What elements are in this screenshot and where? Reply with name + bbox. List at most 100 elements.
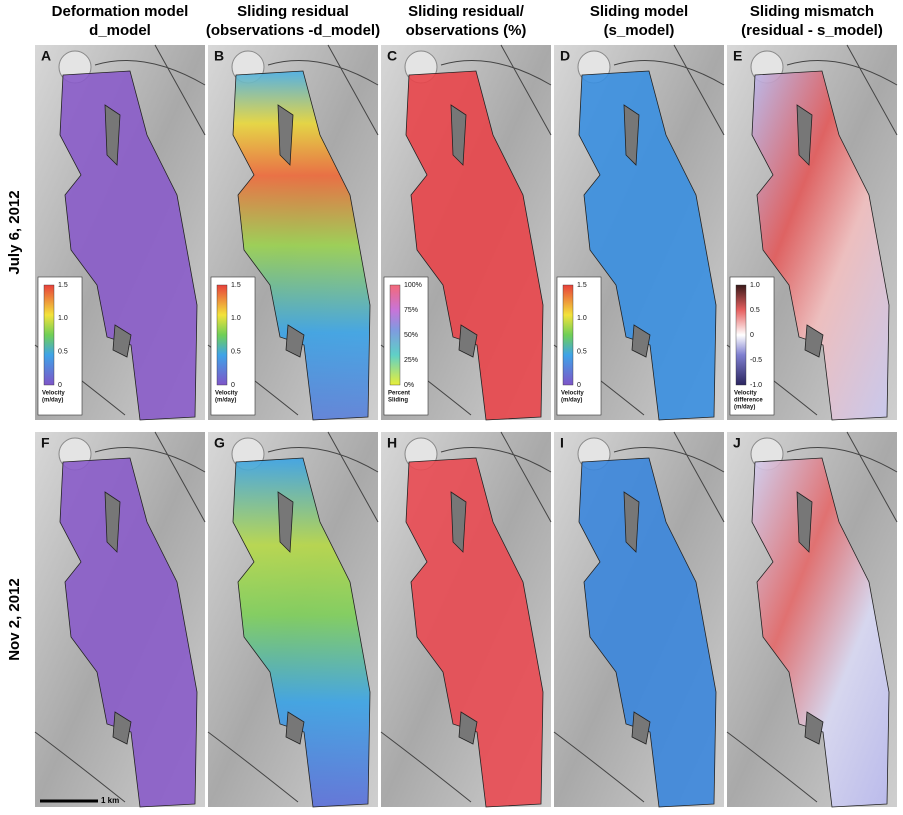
- column-title: Sliding model: [590, 3, 688, 20]
- nunatak: [277, 491, 305, 745]
- nunatak: [450, 104, 478, 358]
- nunatak: [104, 104, 132, 358]
- map-panel: E 1.0 0.5 0 -0.5 -1.0 Velocitydifference(m/day…: [726, 44, 898, 421]
- column-title: (residual - s_model): [741, 22, 883, 39]
- map-panel: A 1.5 1.0 0.5 0 Velocity(m/day): [34, 44, 206, 421]
- colorbar: 1.5 1.0 0.5 0 Velocity(m/day): [556, 276, 602, 416]
- colorbar-tick: 0%: [404, 382, 414, 389]
- panel-letter: G: [214, 435, 225, 451]
- column-title: Deformation model: [52, 3, 189, 20]
- nunatak: [450, 491, 478, 745]
- colorbar-label: Sliding: [388, 398, 408, 404]
- colorbar-ramp: [43, 284, 55, 386]
- row-label: Nov 2, 2012: [6, 578, 23, 661]
- panel-letter: H: [387, 435, 397, 451]
- colorbar-tick: 50%: [404, 332, 418, 339]
- map-panel: G: [207, 431, 379, 808]
- colorbar-ramp: [735, 284, 747, 386]
- ridge-lines: [207, 431, 379, 803]
- glacier: [578, 457, 717, 808]
- panel-letter: A: [41, 48, 51, 64]
- panel-letter: B: [214, 48, 224, 64]
- nunatak: [623, 491, 651, 745]
- colorbar-tick: 1.0: [750, 282, 760, 289]
- map-panel: J: [726, 431, 898, 808]
- colorbar-tick: 1.5: [231, 282, 241, 289]
- glacier: [578, 70, 717, 421]
- colorbar-tick: 1.0: [58, 315, 68, 322]
- column-title: d_model: [89, 22, 151, 39]
- ridge-lines: [726, 431, 898, 803]
- row-label: July 6, 2012: [6, 190, 23, 274]
- map-panel: H: [380, 431, 552, 808]
- glacier: [751, 70, 890, 421]
- colorbar-tick: 0: [750, 332, 754, 339]
- colorbar-tick: 75%: [404, 307, 418, 314]
- colorbar-tick: -0.5: [750, 357, 762, 364]
- colorbar-tick: 0: [231, 382, 235, 389]
- colorbar-tick: 0: [58, 382, 62, 389]
- column-title: Sliding residual: [237, 3, 349, 20]
- colorbar-tick: 100%: [404, 282, 422, 289]
- glacier: [405, 457, 544, 808]
- map-panel: I: [553, 431, 725, 808]
- ridge-lines: [553, 431, 725, 803]
- colorbar-tick: 1.0: [577, 315, 587, 322]
- panel-letter: D: [560, 48, 570, 64]
- glacier: [59, 70, 198, 421]
- column-title: Sliding residual/: [408, 3, 525, 20]
- colorbar-label: Velocity: [215, 391, 238, 397]
- map-panel: B 1.5 1.0 0.5 0 Velocity(m/day): [207, 44, 379, 421]
- glacier: [232, 457, 371, 808]
- colorbar-ramp: [389, 284, 401, 386]
- glacier: [751, 457, 890, 808]
- colorbar-tick: 0.5: [231, 349, 241, 356]
- panel-letter: F: [41, 435, 50, 451]
- colorbar-tick: 0.5: [577, 349, 587, 356]
- panel-letter: I: [560, 435, 564, 451]
- panel-letter: C: [387, 48, 397, 64]
- glacier: [405, 70, 544, 421]
- colorbar: 1.5 1.0 0.5 0 Velocity(m/day): [210, 276, 256, 416]
- scale-bar-label: 1 km: [101, 796, 119, 805]
- colorbar-ramp: [562, 284, 574, 386]
- nunatak: [104, 491, 132, 745]
- nunatak: [796, 491, 824, 745]
- colorbar-tick: 0.5: [58, 349, 68, 356]
- colorbar-label: difference: [734, 398, 763, 404]
- colorbar-label: (m/day): [734, 405, 755, 411]
- colorbar-label: (m/day): [561, 398, 582, 404]
- colorbar-tick: 25%: [404, 357, 418, 364]
- colorbar-tick: 0.5: [750, 307, 760, 314]
- ridge-lines: [34, 431, 206, 803]
- map-panel: D 1.5 1.0 0.5 0 Velocity(m/day): [553, 44, 725, 421]
- colorbar-label: (m/day): [42, 398, 63, 404]
- colorbar-tick: 1.5: [577, 282, 587, 289]
- colorbar-tick: 1.0: [231, 315, 241, 322]
- colorbar-tick: -1.0: [750, 382, 762, 389]
- colorbar-label: Velocity: [561, 391, 584, 397]
- colorbar: 1.5 1.0 0.5 0 Velocity(m/day): [37, 276, 83, 416]
- colorbar-ramp: [216, 284, 228, 386]
- panel-letter: E: [733, 48, 742, 64]
- nunatak: [796, 104, 824, 358]
- column-title: Sliding mismatch: [750, 3, 874, 20]
- glacier: [232, 70, 371, 421]
- glacier: [59, 457, 198, 808]
- ridge-lines: [380, 431, 552, 803]
- column-title: (observations -d_model): [206, 22, 380, 39]
- map-panel: F: [34, 431, 206, 808]
- colorbar-label: Velocity: [734, 391, 757, 397]
- nunatak: [277, 104, 305, 358]
- colorbar-tick: 1.5: [58, 282, 68, 289]
- colorbar-label: Velocity: [42, 391, 65, 397]
- column-title: (s_model): [604, 22, 675, 39]
- nunatak: [623, 104, 651, 358]
- column-title: observations (%): [406, 22, 527, 39]
- colorbar-label: Percent: [388, 391, 410, 397]
- panel-letter: J: [733, 435, 741, 451]
